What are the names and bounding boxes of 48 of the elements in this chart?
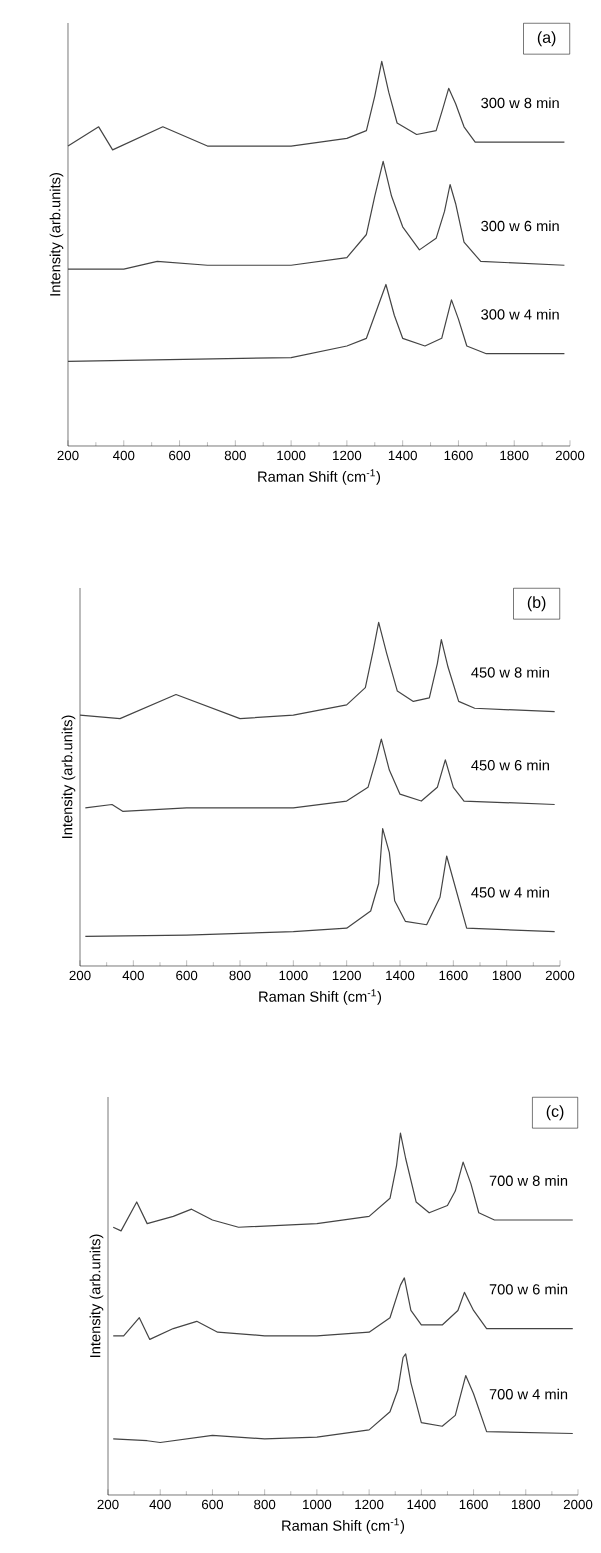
series-label: 300 w 8 min [481,97,559,109]
x-tick-label: 2000 [545,970,575,981]
x-tick-label: 600 [169,450,191,461]
x-axis-title: Raman Shift (cm$^{-1}$) [282,1518,405,1534]
x-tick-label: 1400 [386,970,415,981]
x-tick-label: 1800 [511,1499,541,1510]
x-tick-label: 2000 [563,1499,593,1510]
y-axis-title: Intensity (arb.units) [49,173,64,296]
x-axis-title: Raman Shift (cm$^{-1}$) [258,469,381,485]
x-tick-label: 200 [97,1499,119,1510]
y-axis-title: Intensity (arb.units) [89,1234,104,1357]
series-label: 700 w 6 min [489,1283,568,1295]
x-tick-label: 600 [201,1499,224,1510]
x-tick-label: 800 [224,450,246,461]
x-tick-label: 400 [122,970,144,981]
x-tick-label: 1800 [492,970,521,981]
x-tick-label: 1600 [459,1499,488,1510]
series-label: 300 w 4 min [481,308,559,320]
x-tick-label: 1200 [355,1499,384,1510]
x-tick-label: 1200 [332,970,361,981]
x-tick-label: 1800 [500,450,529,461]
x-tick-label: 2000 [555,450,585,461]
series-label: 450 w 8 min [471,666,549,678]
series-label: 300 w 6 min [481,220,559,232]
x-tick-label: 1600 [444,450,473,461]
text: (c) [546,1105,564,1121]
x-tick-label: 400 [112,450,135,461]
series-label: 700 w 4 min [489,1388,568,1400]
series-label: 700 w 8 min [489,1175,568,1186]
x-tick-label: 800 [254,1499,276,1510]
y-axis-title: Intensity (arb.units) [61,715,76,838]
x-tick-label: 1600 [439,970,468,981]
x-tick-label: 800 [229,970,251,981]
x-tick-label: 200 [69,970,91,981]
x-tick-label: 1200 [333,450,362,461]
x-tick-label: 1000 [277,450,306,461]
x-tick-label: 400 [149,1499,171,1510]
x-tick-label: 1400 [388,450,417,461]
x-tick-label: 1000 [303,1499,332,1510]
text: (b) [527,596,546,612]
x-tick-label: 200 [57,450,79,461]
x-tick-label: 1000 [279,970,308,981]
series-label: 450 w 4 min [471,886,549,898]
text: (a) [537,31,556,47]
x-tick-label: 600 [176,970,198,981]
series-label: 450 w 6 min [471,759,549,771]
x-tick-label: 1400 [407,1499,436,1510]
x-axis-title: Raman Shift (cm$^{-1}$) [259,989,382,1005]
